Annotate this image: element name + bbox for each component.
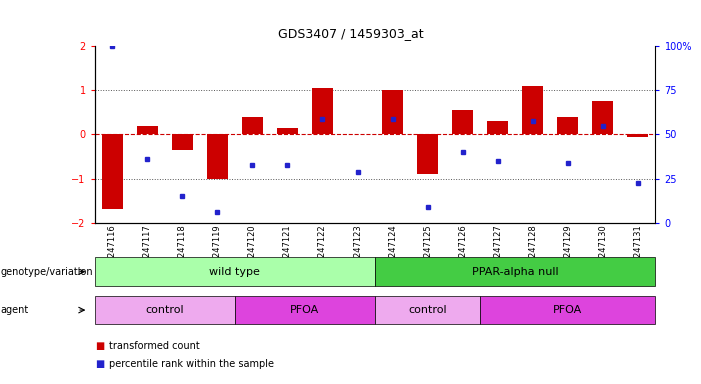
Text: control: control xyxy=(408,305,447,315)
Bar xyxy=(417,134,438,174)
Bar xyxy=(522,86,543,134)
Bar xyxy=(627,134,648,137)
Text: ■: ■ xyxy=(95,359,104,369)
Text: ■: ■ xyxy=(95,341,104,351)
Text: GDS3407 / 1459303_at: GDS3407 / 1459303_at xyxy=(278,27,423,40)
Bar xyxy=(382,90,403,134)
Bar xyxy=(172,134,193,150)
Bar xyxy=(207,134,228,179)
Text: PFOA: PFOA xyxy=(553,305,583,315)
Bar xyxy=(137,126,158,134)
Bar xyxy=(277,128,298,134)
Bar xyxy=(592,101,613,134)
Text: control: control xyxy=(145,305,184,315)
Text: PPAR-alpha null: PPAR-alpha null xyxy=(472,266,559,277)
Text: genotype/variation: genotype/variation xyxy=(1,266,93,277)
Bar xyxy=(452,110,473,134)
Bar xyxy=(312,88,333,134)
Bar xyxy=(487,121,508,134)
Text: wild type: wild type xyxy=(210,266,260,277)
Bar xyxy=(557,117,578,134)
Bar xyxy=(102,134,123,210)
Text: percentile rank within the sample: percentile rank within the sample xyxy=(109,359,273,369)
Text: PFOA: PFOA xyxy=(290,305,320,315)
Text: transformed count: transformed count xyxy=(109,341,199,351)
Bar xyxy=(242,117,263,134)
Text: agent: agent xyxy=(1,305,29,315)
